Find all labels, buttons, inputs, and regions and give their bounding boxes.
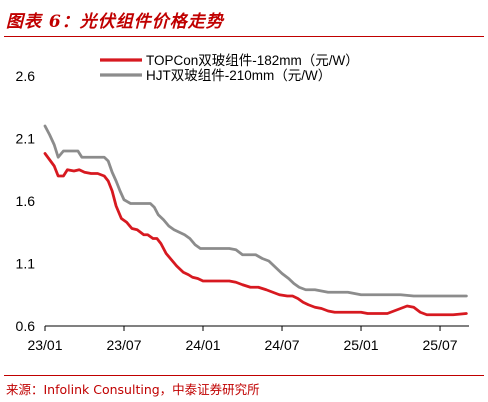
y-tick-label: 0.6: [16, 318, 36, 334]
y-tick-label: 2.1: [16, 131, 36, 147]
legend-label-hjt: HJT双玻组件-210mm（元/W）: [146, 68, 331, 83]
axes: 0.6 1.1 1.6 2.1 2.6 23/01 23/07 24/01 24/07 25/01…: [16, 68, 469, 353]
source-note: 来源：Infolink Consulting，中泰证券研究所: [6, 382, 260, 397]
y-tick-label: 1.1: [16, 256, 36, 272]
x-tick-label: 24/07: [264, 337, 299, 353]
series-line-hjt: [43, 124, 468, 298]
x-tick-label: 25/01: [344, 337, 379, 353]
x-tick-label: 25/07: [423, 337, 458, 353]
x-tick-label: 24/01: [185, 337, 220, 353]
x-tick-label: 23/07: [106, 337, 141, 353]
title-rule: [4, 36, 484, 37]
y-tick-label: 2.6: [16, 68, 36, 84]
x-tick-label: 23/01: [27, 337, 62, 353]
series-line-topcon: [43, 152, 468, 317]
legend-label-topcon: TOPCon双玻组件-182mm（元/W）: [146, 53, 359, 68]
figure-title: 图表 6：光伏组件价格走势: [6, 12, 224, 32]
y-tick-label: 1.6: [16, 193, 36, 209]
legend: TOPCon双玻组件-182mm（元/W） HJT双玻组件-210mm（元/W）: [100, 53, 359, 83]
price-trend-chart: TOPCon双玻组件-182mm（元/W） HJT双玻组件-210mm（元/W）…: [16, 53, 469, 353]
source-rule: [4, 375, 484, 376]
plot-area: [43, 124, 468, 317]
